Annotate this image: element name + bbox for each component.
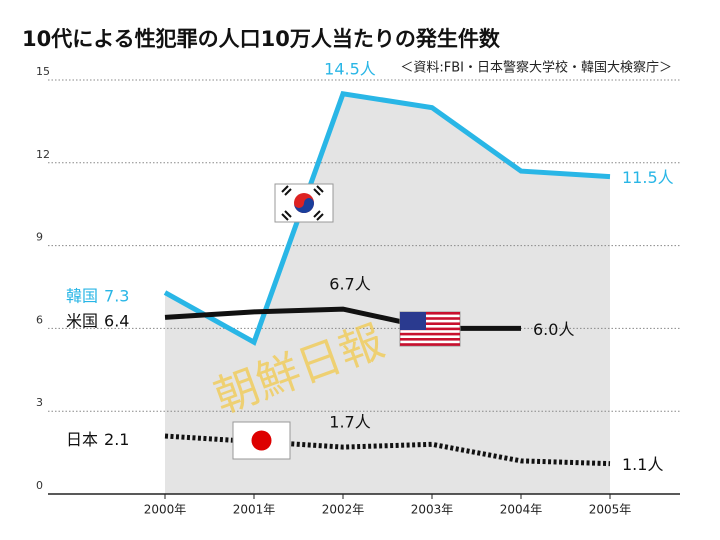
area-layer [165,93,610,495]
data-label: 14.5人 [324,59,376,78]
data-label: 6.4 [104,311,129,330]
x-tick-label: 2003年 [411,503,454,517]
us-flag [399,311,461,347]
data-label: 1.7人 [329,413,370,432]
x-tick-label: 2005年 [589,503,632,517]
y-tick-label: 12 [36,148,50,161]
x-tick-label: 2002年 [322,503,365,517]
y-tick-label: 6 [36,313,43,326]
chart-subtitle: ＜資料:FBI・日本警察大学校・韓国大検察庁＞ [400,60,672,76]
data-label: 6.7人 [329,275,370,294]
data-label: 2.1 [104,430,129,449]
series-label: 日本 2.1 [66,430,129,449]
y-tick-label: 15 [36,65,50,78]
data-label: 6.0人 [533,320,574,339]
japan-flag [232,421,291,460]
line [163,91,611,346]
series-label: 米国 6.4 [66,311,129,330]
y-tick-label: 0 [36,479,43,492]
legend-label: 日本 [66,430,98,449]
y-tick-label: 3 [36,396,43,409]
line [164,306,521,331]
x-tick-label: 2001年 [233,503,276,517]
legend-label: 韓国 [66,286,98,305]
series-label: 韓国 7.3 [66,286,129,305]
y-tick-label: 9 [36,231,43,244]
grid-layer: 0 3 6 9 12 15 2000年 2001年 2002年 2003年 2004年 2005年 [36,65,680,517]
legend-label: 米国 [66,311,98,330]
x-tick-label: 2000年 [144,503,187,517]
x-tick-label: 2004年 [500,503,543,517]
data-label: 1.1人 [622,455,663,474]
korea-flag [274,183,334,223]
chart-title: 10代による性犯罪の人口10万人当たりの発生件数 [22,27,501,51]
data-label: 11.5人 [622,168,674,187]
data-label: 7.3 [104,286,129,305]
area [165,93,610,495]
